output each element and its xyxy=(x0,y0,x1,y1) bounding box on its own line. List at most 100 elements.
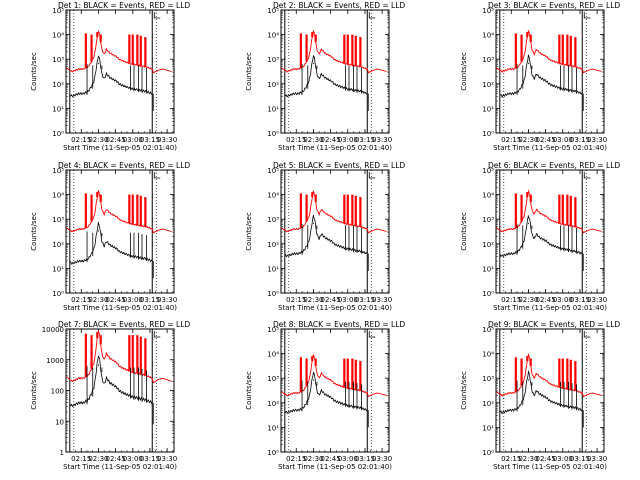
x-tick-label: 03:15 xyxy=(570,455,590,463)
panel-title: Det 4: BLACK = Events, RED = LLD xyxy=(58,161,190,170)
x-tick-label: 03:15 xyxy=(570,136,590,144)
y-axis-label: Counts/sec xyxy=(30,212,38,251)
y-tick-label: 10⁴ xyxy=(267,351,279,359)
panel-title: Det 5: BLACK = Events, RED = LLD xyxy=(273,161,405,170)
y-axis-label: Counts/sec xyxy=(245,212,253,251)
y-axis-label: Counts/sec xyxy=(460,52,468,91)
y-tick-label: 10⁵ xyxy=(52,7,64,15)
x-tick-label: 03:00 xyxy=(338,136,358,144)
y-tick-label: 10⁰ xyxy=(267,130,279,138)
y-tick-label: 10⁵ xyxy=(482,326,494,334)
panel-7: Det 7: BLACK = Events, RED = LLD 1 10 100 10… xyxy=(30,320,190,471)
y-tick-label: 10⁵ xyxy=(267,167,279,175)
x-tick-label: 03:00 xyxy=(338,455,358,463)
panel-title: Det 8: BLACK = Events, RED = LLD xyxy=(273,320,405,329)
y-tick-label: 10⁰ xyxy=(482,290,494,298)
y-axis-label: Counts/sec xyxy=(460,212,468,251)
lld-series-line xyxy=(66,190,172,234)
x-tick-label: 02:45 xyxy=(536,296,556,304)
y-tick-label: 10² xyxy=(52,241,64,249)
y-tick-label: 10 xyxy=(55,418,64,426)
y-tick-label: 1 xyxy=(60,449,64,457)
plot-frame xyxy=(495,169,605,294)
plot-frame xyxy=(495,328,605,453)
y-tick-label: 10³ xyxy=(267,56,279,64)
panel-title: Det 7: BLACK = Events, RED = LLD xyxy=(58,320,190,329)
y-tick-label: 10¹ xyxy=(267,105,279,113)
x-tick-label: 03:30 xyxy=(587,136,607,144)
x-tick-label: 03:00 xyxy=(553,136,573,144)
x-tick-label: 02:30 xyxy=(303,136,323,144)
panel-5: Det 5: BLACK = Events, RED = LLD 10⁰ 10¹ 10… xyxy=(245,161,405,312)
y-axis-label: Counts/sec xyxy=(245,52,253,91)
lld-series-line xyxy=(496,352,602,398)
y-tick-label: 10⁴ xyxy=(52,192,64,200)
y-tick-label: 10⁵ xyxy=(482,7,494,15)
marker-flag xyxy=(368,12,376,19)
y-tick-label: 10² xyxy=(482,400,494,408)
x-tick-label: 03:00 xyxy=(553,455,573,463)
x-tick-label: 02:15 xyxy=(286,296,306,304)
x-tick-label: 02:15 xyxy=(501,136,521,144)
x-tick-label: 02:15 xyxy=(71,136,91,144)
panel-2: Det 2: BLACK = Events, RED = LLD 10⁰ 10¹ 10… xyxy=(245,1,405,152)
x-tick-label: 02:45 xyxy=(536,136,556,144)
y-tick-label: 10⁵ xyxy=(267,7,279,15)
x-tick-label: 02:45 xyxy=(321,136,341,144)
x-tick-label: 02:15 xyxy=(501,455,521,463)
marker-flag xyxy=(583,12,591,19)
x-tick-label: 03:30 xyxy=(587,455,607,463)
x-axis-label: Start Time (11-Sep-05 02:01:40) xyxy=(278,463,392,471)
y-tick-label: 10⁴ xyxy=(482,192,494,200)
x-tick-label: 03:15 xyxy=(355,136,375,144)
x-tick-label: 02:30 xyxy=(518,136,538,144)
x-tick-label: 02:15 xyxy=(286,455,306,463)
x-tick-label: 03:30 xyxy=(587,296,607,304)
x-axis-label: Start Time (11-Sep-05 02:01:40) xyxy=(63,463,177,471)
y-tick-label: 10¹ xyxy=(52,105,64,113)
panel-4: Det 4: BLACK = Events, RED = LLD 10⁰ 10¹ 10… xyxy=(30,161,190,312)
x-tick-label: 03:00 xyxy=(553,296,573,304)
y-tick-label: 10⁴ xyxy=(482,32,494,40)
y-tick-label: 100 xyxy=(51,388,64,396)
lld-series-line xyxy=(281,190,387,234)
marker-flag xyxy=(153,331,161,338)
panel-1: Det 1: BLACK = Events, RED = LLD 10⁰ 10¹ 10… xyxy=(30,1,190,152)
x-tick-label: 03:00 xyxy=(338,296,358,304)
y-tick-label: 10² xyxy=(482,241,494,249)
y-tick-label: 1000 xyxy=(46,357,64,365)
panel-9: Det 9: BLACK = Events, RED = LLD 10⁰ 10¹ 10… xyxy=(460,320,620,471)
lld-series-line xyxy=(281,353,387,398)
x-tick-label: 02:15 xyxy=(501,296,521,304)
x-tick-label: 02:30 xyxy=(88,296,108,304)
x-tick-label: 03:30 xyxy=(372,296,392,304)
x-tick-label: 03:00 xyxy=(123,296,143,304)
y-tick-label: 10000 xyxy=(42,326,64,334)
y-tick-label: 10⁵ xyxy=(482,167,494,175)
y-tick-label: 10¹ xyxy=(267,265,279,273)
y-tick-label: 10¹ xyxy=(482,424,494,432)
x-tick-label: 02:15 xyxy=(71,296,91,304)
y-tick-label: 10³ xyxy=(52,216,64,224)
x-axis-label: Start Time (11-Sep-05 02:01:40) xyxy=(63,304,177,312)
plot-frame xyxy=(280,169,390,294)
y-tick-label: 10⁰ xyxy=(482,449,494,457)
x-axis-label: Start Time (11-Sep-05 02:01:40) xyxy=(278,304,392,312)
x-tick-label: 02:30 xyxy=(88,136,108,144)
x-tick-label: 02:30 xyxy=(88,455,108,463)
x-tick-label: 02:45 xyxy=(536,455,556,463)
y-tick-label: 10³ xyxy=(267,216,279,224)
x-tick-label: 02:30 xyxy=(303,296,323,304)
y-tick-label: 10¹ xyxy=(52,265,64,273)
panel-3: Det 3: BLACK = Events, RED = LLD 10⁰ 10¹ 10… xyxy=(460,1,620,152)
lld-series-line xyxy=(496,30,602,74)
x-tick-label: 03:30 xyxy=(157,455,177,463)
y-tick-label: 10² xyxy=(267,400,279,408)
x-tick-label: 02:45 xyxy=(106,296,126,304)
lld-series-line xyxy=(496,189,602,234)
x-tick-label: 03:30 xyxy=(372,136,392,144)
x-tick-label: 02:45 xyxy=(321,296,341,304)
x-axis-label: Start Time (11-Sep-05 02:01:40) xyxy=(278,144,392,152)
y-tick-label: 10² xyxy=(267,81,279,89)
panel-title: Det 6: BLACK = Events, RED = LLD xyxy=(488,161,620,170)
